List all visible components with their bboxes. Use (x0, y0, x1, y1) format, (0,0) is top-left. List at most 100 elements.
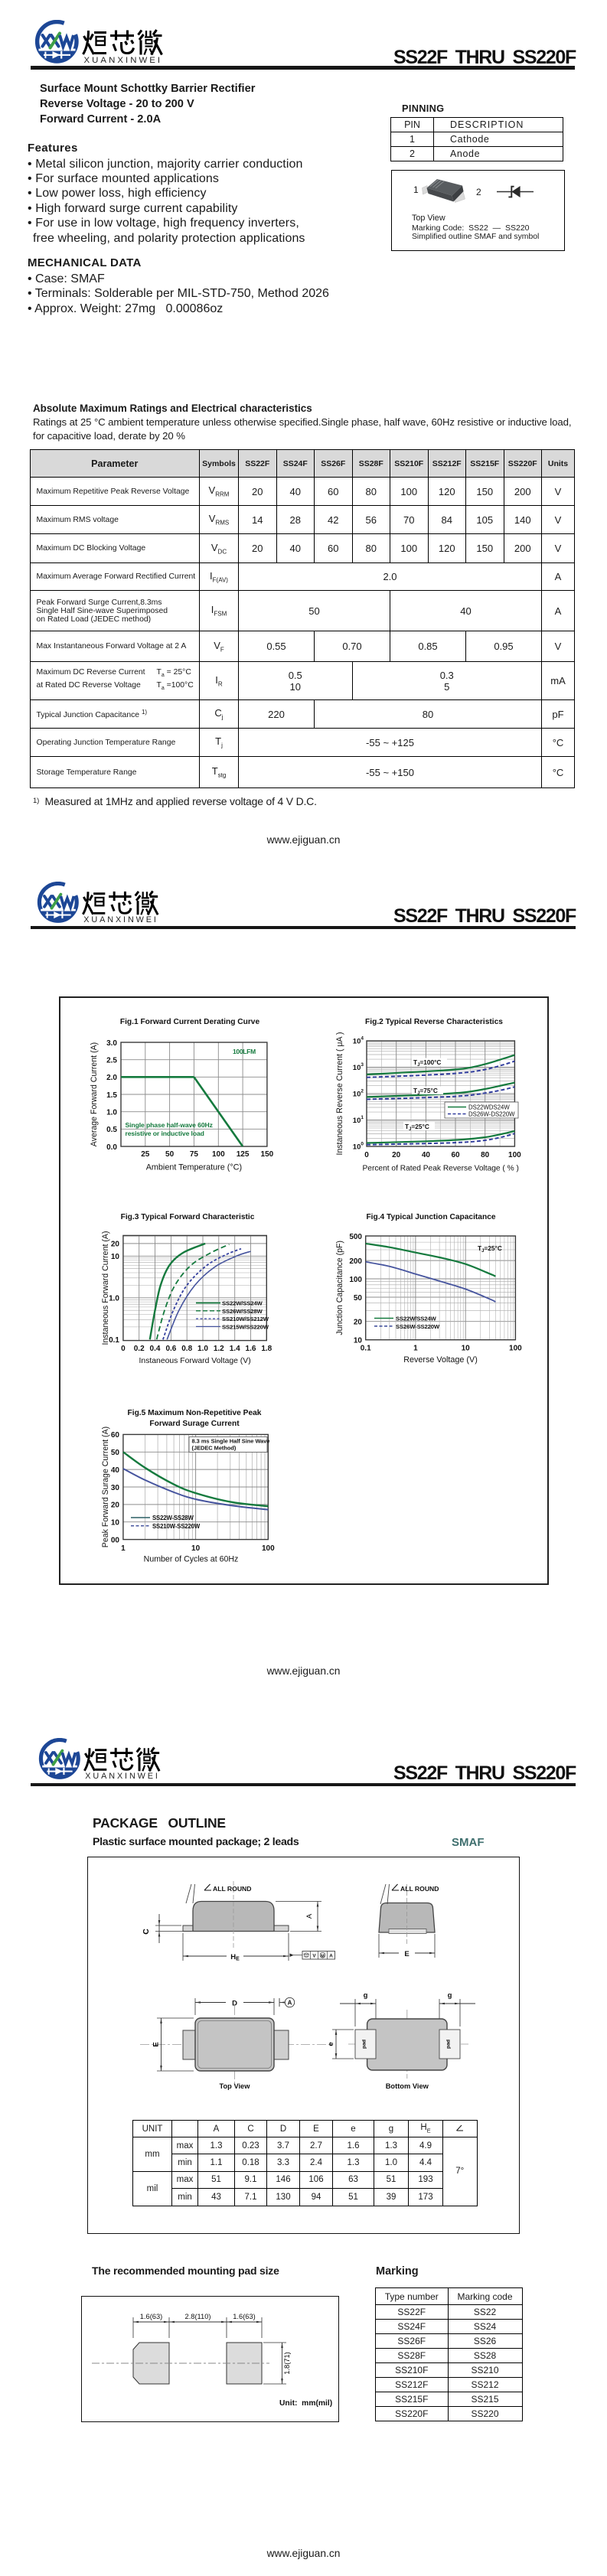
svg-text:Junction Capacitance (pF): Junction Capacitance (pF) (335, 1241, 344, 1335)
svg-text:Instaneous Forward Current (A: Instaneous Forward Current (A) (101, 1231, 110, 1345)
svg-text:0.1: 0.1 (109, 1336, 119, 1345)
svg-text:SS26W-SS220W: SS26W-SS220W (396, 1323, 440, 1330)
svg-text:0: 0 (121, 1345, 126, 1353)
svg-text:20: 20 (111, 1241, 120, 1249)
svg-text:40: 40 (111, 1466, 120, 1475)
svg-text:1.4: 1.4 (230, 1345, 240, 1353)
svg-text:XUANXINWEI: XUANXINWEI (83, 915, 158, 924)
svg-text:1.0: 1.0 (109, 1295, 119, 1303)
svg-text:TJ=25°C: TJ=25°C (405, 1123, 429, 1132)
svg-text:80: 80 (481, 1151, 490, 1159)
svg-text:Average Forward Current (A): Average Forward Current (A) (90, 1042, 99, 1146)
svg-text:20: 20 (111, 1502, 120, 1510)
svg-text:SS210W-SS220W: SS210W-SS220W (152, 1523, 201, 1530)
svg-text:10: 10 (111, 1253, 120, 1261)
svg-text:XUANXINWEI: XUANXINWEI (84, 56, 163, 65)
svg-text:50: 50 (111, 1449, 120, 1457)
svg-text:0.0: 0.0 (106, 1143, 117, 1152)
svg-text:SS26W/SS28W: SS26W/SS28W (222, 1308, 263, 1315)
svg-text:1.8(71): 1.8(71) (283, 2352, 291, 2374)
svg-text:25: 25 (141, 1150, 150, 1159)
svg-text:0.5: 0.5 (106, 1126, 117, 1134)
svg-text:2.8(110): 2.8(110) (185, 2313, 211, 2320)
svg-text:2.0: 2.0 (106, 1074, 117, 1082)
svg-text:0.4: 0.4 (150, 1345, 161, 1353)
svg-text:10: 10 (354, 1337, 363, 1345)
svg-text:1.8: 1.8 (261, 1345, 272, 1353)
svg-text:E: E (152, 2042, 161, 2046)
svg-text:100: 100 (508, 1151, 521, 1159)
svg-text:500: 500 (349, 1233, 362, 1241)
svg-text:200: 200 (349, 1257, 362, 1266)
svg-text:g: g (448, 1991, 452, 2000)
svg-text:D: D (232, 2000, 237, 2008)
svg-text:Single phase half-wave 60Hz: Single phase half-wave 60Hz (126, 1121, 213, 1129)
svg-text:1: 1 (413, 1345, 418, 1353)
svg-text:SS22W/SS24W: SS22W/SS24W (222, 1300, 263, 1307)
svg-text:0: 0 (364, 1151, 369, 1159)
svg-text:50: 50 (354, 1294, 363, 1303)
svg-text:101: 101 (353, 1115, 364, 1125)
svg-text:g: g (364, 1991, 368, 2000)
svg-text:20: 20 (354, 1319, 363, 1327)
svg-text:75: 75 (190, 1150, 199, 1159)
svg-text:00: 00 (111, 1536, 120, 1544)
svg-text:pad: pad (362, 2040, 367, 2049)
svg-text:A: A (305, 1913, 314, 1919)
svg-text:pad: pad (446, 2040, 452, 2049)
svg-text:Forward Surage Current: Forward Surage Current (149, 1420, 240, 1428)
svg-text:SS210W/SS212W: SS210W/SS212W (222, 1316, 269, 1322)
svg-text:A: A (288, 2000, 292, 2007)
svg-text:C: C (142, 1929, 151, 1935)
svg-text:Fig.4 Typical Junction Capaci: Fig.4 Typical Junction Capacitance (366, 1213, 495, 1221)
svg-text:TJ=75°C: TJ=75°C (413, 1087, 438, 1096)
svg-text:Unit: mm(mil): Unit: mm(mil) (279, 2399, 332, 2408)
svg-text:100: 100 (353, 1142, 364, 1152)
svg-text:1.0: 1.0 (106, 1109, 117, 1117)
svg-text:0.6: 0.6 (165, 1345, 176, 1353)
svg-text:2.5: 2.5 (106, 1057, 117, 1065)
svg-text:resistive or inductive load: resistive or inductive load (126, 1130, 204, 1137)
svg-text:TJ=100°C: TJ=100°C (413, 1058, 441, 1068)
svg-text:1.5: 1.5 (106, 1091, 117, 1100)
svg-text:3.0: 3.0 (106, 1039, 117, 1048)
svg-text:125: 125 (237, 1150, 250, 1159)
svg-text:100LFM: 100LFM (233, 1048, 256, 1055)
svg-text:102: 102 (353, 1089, 364, 1099)
svg-text:10: 10 (191, 1544, 201, 1553)
svg-text:0.1: 0.1 (361, 1345, 371, 1353)
svg-text:Top View: Top View (220, 2082, 251, 2090)
svg-text:(JEDEC Method): (JEDEC Method) (192, 1445, 237, 1452)
svg-text:60: 60 (451, 1151, 460, 1159)
svg-text:XUANXINWEI: XUANXINWEI (85, 1772, 160, 1781)
svg-text:V: V (312, 1954, 316, 1959)
svg-text:1: 1 (121, 1544, 126, 1553)
svg-text:Reverse Voltage (V): Reverse Voltage (V) (403, 1355, 478, 1365)
svg-text:1.6(63): 1.6(63) (233, 2313, 255, 2320)
svg-text:A: A (329, 1954, 333, 1959)
svg-text:Bottom View: Bottom View (386, 2082, 429, 2090)
svg-text:SS22W-SS28W: SS22W-SS28W (152, 1515, 194, 1521)
svg-text:100: 100 (509, 1345, 522, 1353)
svg-text:SS22W/SS24W: SS22W/SS24W (396, 1316, 437, 1322)
svg-text:e: e (327, 2042, 335, 2046)
svg-text:100: 100 (262, 1544, 275, 1553)
svg-text:DS22WDS24W: DS22WDS24W (468, 1104, 510, 1111)
svg-text:50: 50 (165, 1150, 175, 1159)
svg-text:104: 104 (353, 1036, 364, 1046)
svg-text:Number of Cycles at 60Hz: Number of Cycles at 60Hz (144, 1555, 239, 1564)
svg-text:103: 103 (353, 1062, 364, 1072)
svg-text:10: 10 (111, 1519, 120, 1528)
svg-text:100: 100 (349, 1276, 362, 1284)
svg-text:0.2: 0.2 (134, 1345, 145, 1353)
svg-text:40: 40 (422, 1151, 431, 1159)
svg-text:1.2: 1.2 (214, 1345, 224, 1353)
svg-text:1.0: 1.0 (197, 1345, 208, 1353)
svg-text:10: 10 (462, 1345, 471, 1353)
svg-text:1.6(63): 1.6(63) (140, 2313, 162, 2320)
svg-text:DS26W-DS220W: DS26W-DS220W (468, 1111, 515, 1118)
svg-text:150: 150 (261, 1150, 274, 1159)
svg-text:Fig.5 Maximum Non-Repetitive: Fig.5 Maximum Non-Repetitive Peak (128, 1409, 262, 1417)
svg-text:TJ=25°C: TJ=25°C (478, 1244, 502, 1254)
svg-text:Fig.2 Typical Reverse Charact: Fig.2 Typical Reverse Characteristics (365, 1018, 503, 1026)
